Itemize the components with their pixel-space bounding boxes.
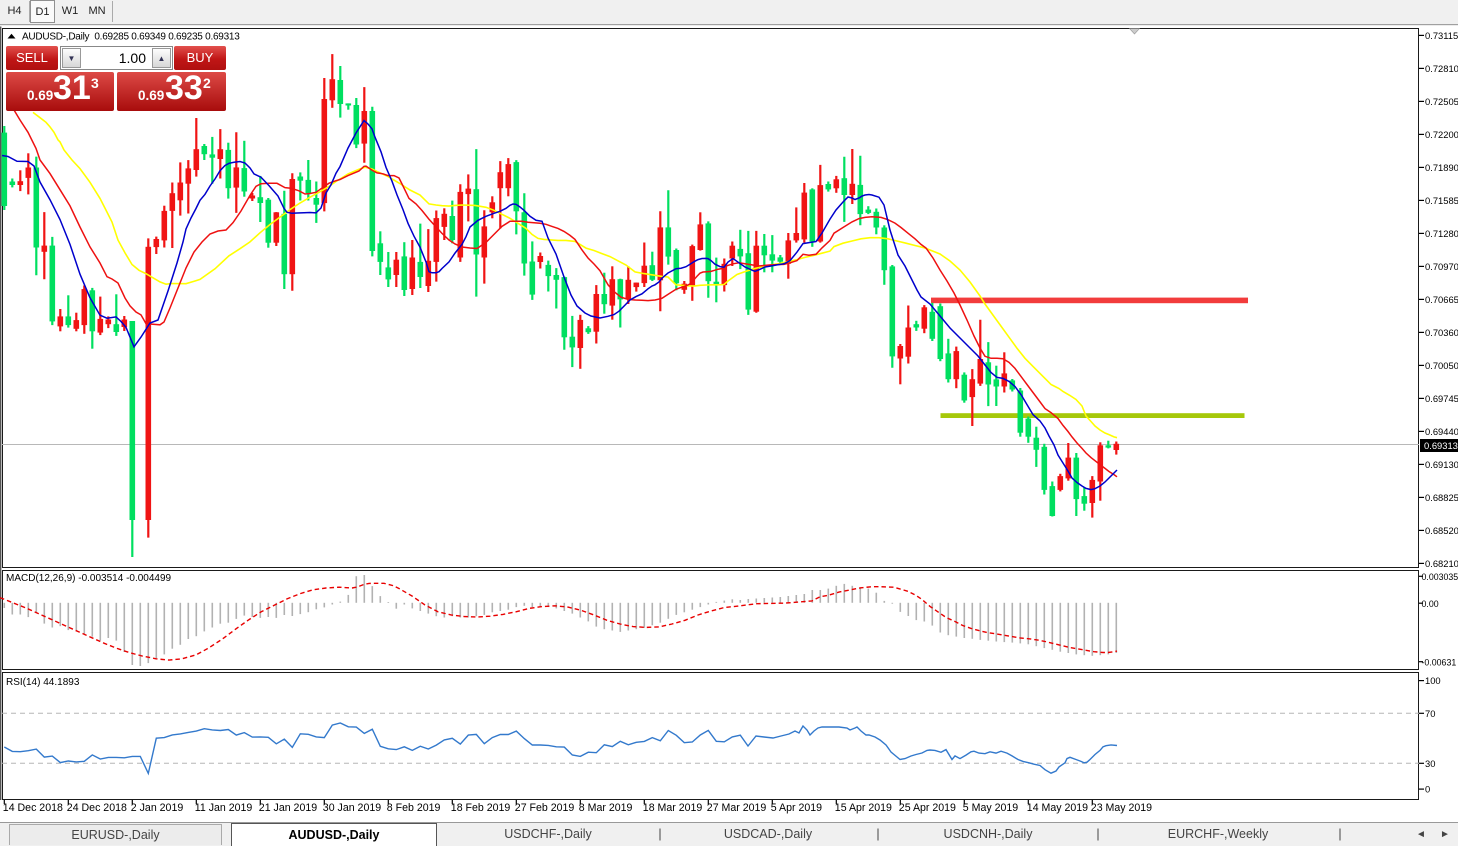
svg-text:30: 30 — [1425, 758, 1435, 769]
svg-text:0.70050: 0.70050 — [1425, 360, 1458, 371]
svg-text:0.003035: 0.003035 — [1422, 572, 1458, 582]
svg-text:27 Mar 2019: 27 Mar 2019 — [707, 802, 767, 814]
svg-text:14 May 2019: 14 May 2019 — [1027, 802, 1088, 814]
svg-text:0.72200: 0.72200 — [1425, 129, 1458, 140]
svg-text:0.69130: 0.69130 — [1425, 459, 1458, 470]
svg-text:0.68210: 0.68210 — [1425, 558, 1458, 569]
svg-text:0.72505: 0.72505 — [1425, 96, 1458, 107]
svg-text:RSI(14) 44.1893: RSI(14) 44.1893 — [6, 677, 80, 688]
svg-text:0.68520: 0.68520 — [1425, 525, 1458, 536]
svg-text:5 May 2019: 5 May 2019 — [963, 802, 1018, 814]
svg-text:0.70360: 0.70360 — [1425, 327, 1458, 338]
svg-text:0.71585: 0.71585 — [1425, 195, 1458, 206]
svg-text:15 Apr 2019: 15 Apr 2019 — [835, 802, 892, 814]
svg-text:27 Feb 2019: 27 Feb 2019 — [515, 802, 575, 814]
svg-text:0.69745: 0.69745 — [1425, 393, 1458, 404]
svg-text:2 Jan 2019: 2 Jan 2019 — [131, 802, 184, 814]
svg-text:0.71890: 0.71890 — [1425, 162, 1458, 173]
svg-text:-0.00631: -0.00631 — [1422, 657, 1457, 667]
svg-text:0.72810: 0.72810 — [1425, 63, 1458, 74]
svg-text:AUDUSD-,Daily 0.69285 0.69349: AUDUSD-,Daily 0.69285 0.69349 0.69235 0.… — [22, 32, 240, 43]
svg-text:0.70970: 0.70970 — [1425, 261, 1458, 272]
svg-text:30 Jan 2019: 30 Jan 2019 — [323, 802, 381, 814]
svg-text:21 Jan 2019: 21 Jan 2019 — [259, 802, 317, 814]
svg-text:0.69440: 0.69440 — [1425, 426, 1458, 437]
svg-text:25 Apr 2019: 25 Apr 2019 — [899, 802, 956, 814]
svg-text:18 Feb 2019: 18 Feb 2019 — [451, 802, 511, 814]
svg-text:18 Mar 2019: 18 Mar 2019 — [643, 802, 703, 814]
svg-text:0.70665: 0.70665 — [1425, 294, 1458, 305]
svg-text:23 May 2019: 23 May 2019 — [1091, 802, 1152, 814]
svg-text:0.73115: 0.73115 — [1425, 30, 1458, 41]
svg-text:100: 100 — [1425, 675, 1441, 686]
svg-text:11 Jan 2019: 11 Jan 2019 — [195, 802, 253, 814]
svg-text:0.00: 0.00 — [1422, 599, 1439, 609]
svg-text:0.71280: 0.71280 — [1425, 228, 1458, 239]
svg-text:8 Feb 2019: 8 Feb 2019 — [387, 802, 441, 814]
svg-text:70: 70 — [1425, 708, 1435, 719]
svg-text:24 Dec 2018: 24 Dec 2018 — [67, 802, 127, 814]
svg-text:14 Dec 2018: 14 Dec 2018 — [3, 802, 63, 814]
svg-text:0.69313: 0.69313 — [1424, 440, 1458, 451]
svg-text:0: 0 — [1425, 784, 1430, 795]
svg-text:5 Apr 2019: 5 Apr 2019 — [771, 802, 822, 814]
svg-text:8 Mar 2019: 8 Mar 2019 — [579, 802, 633, 814]
svg-text:MACD(12,26,9) -0.003514 -0.004: MACD(12,26,9) -0.003514 -0.004499 — [6, 573, 172, 584]
svg-text:0.68825: 0.68825 — [1425, 492, 1458, 503]
